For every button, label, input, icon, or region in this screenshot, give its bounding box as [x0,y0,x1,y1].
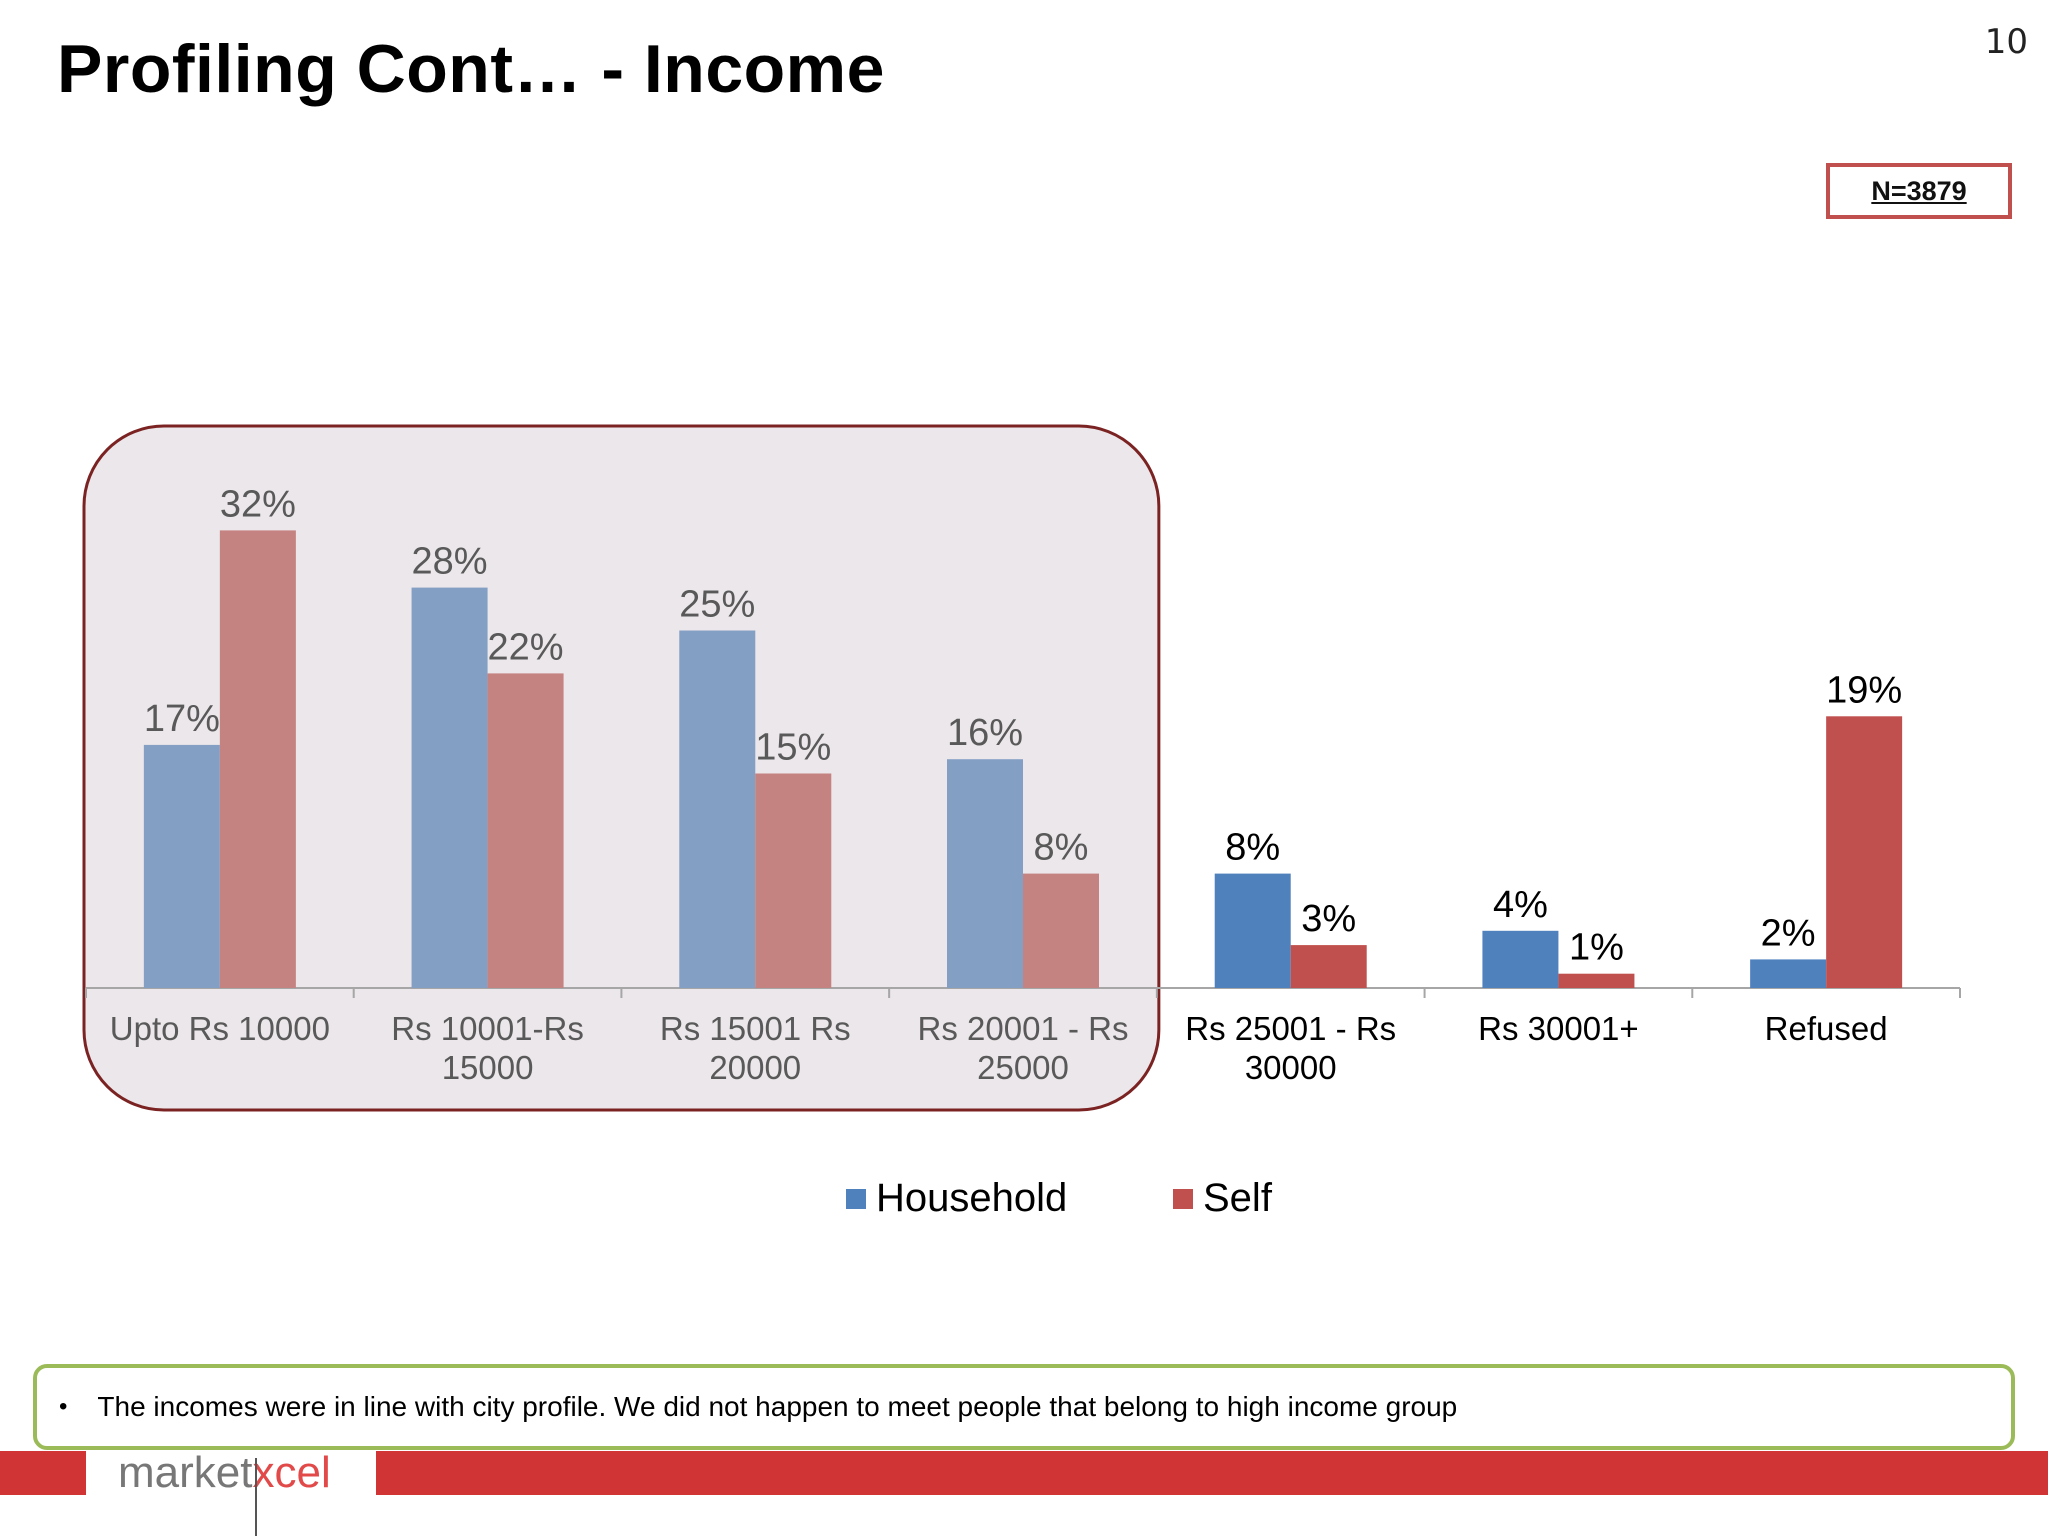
legend-swatch-household [846,1189,866,1209]
category-label: Rs 30001+ [1478,1010,1639,1047]
category-label: Rs 10001-Rs 15000 [391,1010,584,1086]
company-logo: market xcel [86,1448,376,1497]
insight-callout: • The incomes were in line with city pro… [33,1364,2015,1450]
category-label-line: Rs 15001 Rs [660,1010,851,1047]
household-bar [1750,959,1827,988]
household-data-label: 25% [679,584,755,626]
logo-divider [255,1458,257,1536]
household-bar [1214,873,1291,988]
page-number: 10 [1984,22,2028,62]
sample-size-label: N=3879 [1871,175,1967,206]
category-label-line: Rs 25001 - Rs [1185,1010,1396,1047]
logo-text-accent: xcel [252,1448,331,1497]
household-bar [1482,930,1559,988]
bullet-marker: • [59,1393,68,1420]
self-bar [1290,945,1367,988]
category-label-line: Rs 10001-Rs [391,1010,584,1047]
self-data-label: 19% [1826,669,1902,711]
category-label-line: 15000 [442,1049,534,1086]
logo-text-main: market [118,1448,253,1497]
self-bar [219,530,296,988]
self-data-label: 8% [1034,827,1089,869]
household-bar [143,744,220,988]
legend-label-self: Self [1203,1176,1273,1220]
highlight-region [82,424,1161,1112]
category-label-line: 25000 [977,1049,1069,1086]
household-data-label: 17% [144,698,220,740]
insight-text: The incomes were in line with city profi… [97,1391,1458,1422]
category-label-line: 20000 [709,1049,801,1086]
legend-label-household: Household [876,1176,1067,1220]
category-label: Rs 25001 - Rs 30000 [1185,1010,1396,1086]
category-label: Refused [1765,1010,1888,1047]
category-label-line: Refused [1765,1010,1888,1047]
category-label-line: Rs 30001+ [1478,1010,1639,1047]
category-label-line: Upto Rs 10000 [110,1010,330,1047]
self-data-label: 32% [220,483,296,525]
household-data-label: 4% [1493,884,1548,926]
household-data-label: 2% [1761,912,1816,954]
category-label-line: 30000 [1245,1049,1337,1086]
category-label: Rs 15001 Rs 20000 [660,1010,851,1086]
self-data-label: 3% [1301,898,1356,940]
self-bar [1558,973,1635,988]
household-data-label: 28% [412,541,488,583]
self-bar [487,673,564,988]
self-data-label: 15% [755,727,831,769]
self-bar [755,773,832,988]
household-data-label: 8% [1225,827,1280,869]
sample-size-box: N=3879 [1826,163,2012,219]
slide-title: Profiling Cont… - Income [57,31,885,107]
category-label: Rs 20001 - Rs 25000 [918,1010,1129,1086]
income-bar-chart: 17% 28% 25% 16% 8% 4% 2% 32% 22% 15% 8% 3% 1% 19% Upto… [82,424,1961,1220]
self-bar [1023,873,1099,988]
household-bar [411,587,488,988]
self-data-label: 1% [1569,927,1624,969]
self-data-label: 22% [488,626,564,668]
household-bar [947,759,1023,988]
household-bar [679,630,756,988]
legend-swatch-self [1173,1189,1193,1209]
household-data-label: 16% [947,712,1023,754]
self-bar [1826,716,1903,988]
category-label: Upto Rs 10000 [110,1010,330,1047]
category-label-line: Rs 20001 - Rs [918,1010,1129,1047]
